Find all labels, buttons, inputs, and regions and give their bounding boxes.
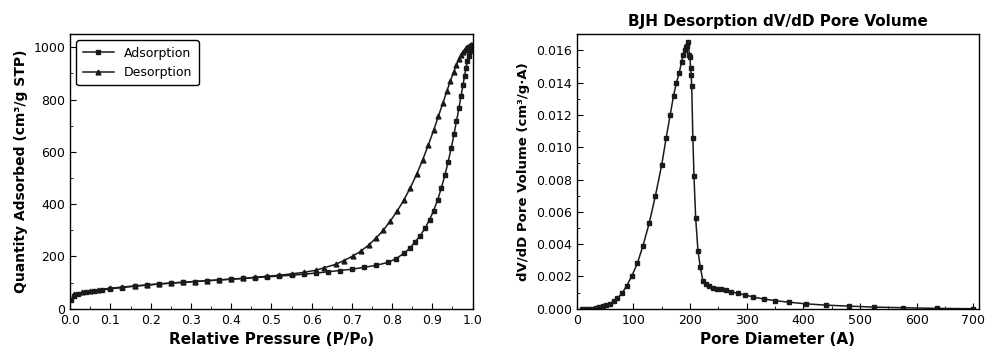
X-axis label: Pore Diameter (A): Pore Diameter (A) (700, 332, 855, 347)
Line: Desorption: Desorption (72, 43, 475, 297)
Desorption (460, 46, 472, 50)
Adsorption (424, 218, 436, 222)
Adsorption (398, 251, 410, 256)
Adsorption (445, 146, 457, 150)
Desorption (68, 292, 80, 296)
Adsorption (68, 294, 80, 298)
Adsorption (466, 43, 478, 47)
Desorption (129, 284, 141, 288)
Adsorption (273, 274, 285, 278)
Desorption (76, 290, 88, 295)
Adsorption (65, 297, 77, 302)
Title: BJH Desorption dV/dD Pore Volume: BJH Desorption dV/dD Pore Volume (628, 14, 928, 29)
X-axis label: Relative Pressure (P/P₀): Relative Pressure (P/P₀) (169, 332, 374, 347)
Desorption (453, 57, 465, 61)
Desorption (444, 79, 456, 83)
Desorption (466, 43, 478, 47)
Y-axis label: dV/dD Pore Volume (cm³/g·A): dV/dD Pore Volume (cm³/g·A) (517, 62, 530, 281)
Line: Adsorption: Adsorption (69, 43, 475, 302)
Adsorption (414, 233, 426, 238)
Desorption (411, 172, 423, 177)
Legend: Adsorption, Desorption: Adsorption, Desorption (76, 40, 199, 85)
Y-axis label: Quantity Adsorbed (cm³/g STP): Quantity Adsorbed (cm³/g STP) (14, 50, 28, 293)
